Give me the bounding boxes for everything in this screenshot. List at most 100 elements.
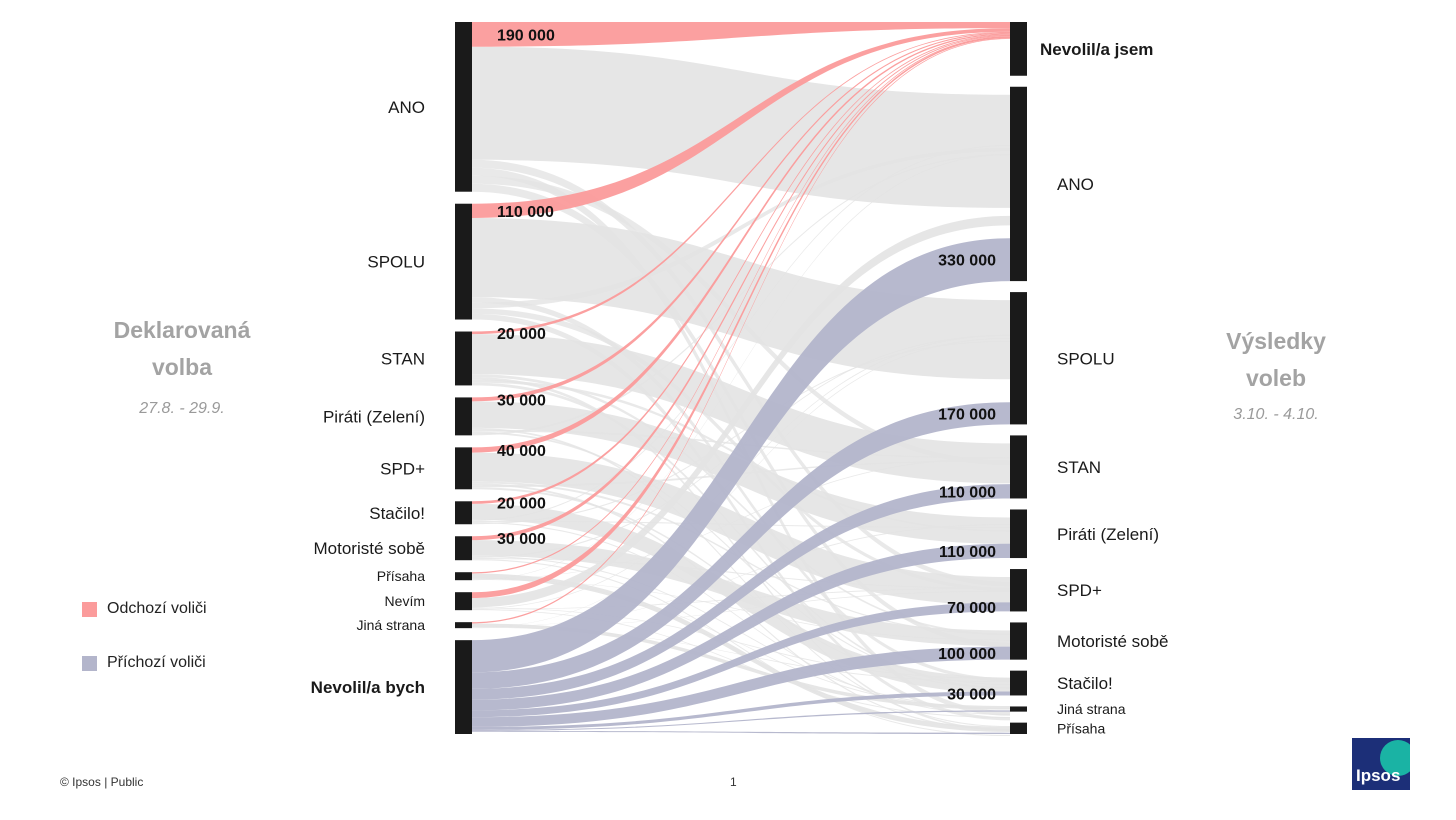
neutral-strand-jina-strana: [472, 524, 1010, 628]
left-label-jina-strana: Jiná strana: [357, 617, 426, 633]
right-label-pirati-zeleni: Piráti (Zelení): [1057, 525, 1159, 544]
neutral-strand-pirati-zeleni: [472, 154, 1010, 436]
outgoing-flow-prisaha: [472, 36, 1010, 574]
right-title-line1: Výsledky: [1226, 328, 1326, 354]
neutral-strand-prisaha: [472, 578, 1010, 710]
right-label-motoriste-sobe: Motoristé sobě: [1057, 632, 1169, 651]
outgoing-label-spolu: 110 000: [497, 204, 554, 221]
incoming-flow-motoriste-sobe: [472, 646, 1010, 727]
incoming-flow-stan: [472, 484, 1010, 700]
incoming-flow-spd: [472, 602, 1010, 718]
neutral-strand-jina-strana: [472, 590, 1010, 629]
left-label-nevim: Nevím: [385, 593, 425, 609]
outgoing-label-pirati-zeleni: 30 000: [497, 392, 546, 409]
outgoing-flow-stan: [472, 31, 1010, 335]
neutral-strand-jina-strana: [472, 627, 1010, 683]
right-label-prisaha: Přísaha: [1057, 720, 1105, 736]
right-label-stan: STAN: [1057, 458, 1101, 477]
left-node-motoriste-sobe: [455, 536, 472, 561]
labels: 190 000 110 000 20 000 30 000 40 000 20 000 30…: [311, 27, 1169, 736]
right-panel-title: Výsledky voleb: [1186, 323, 1366, 397]
neutral-flow-spolu: [472, 218, 1010, 380]
left-node-nevolil-a-bych: [455, 640, 472, 734]
right-node-ano: [1010, 86, 1027, 282]
legend-outgoing: Odchozí voliči: [82, 600, 207, 618]
right-node-spd: [1010, 569, 1027, 612]
incoming-label-spd: 70 000: [947, 600, 996, 617]
right-label-spd: SPD+: [1057, 581, 1102, 600]
left-node-pirati-zeleni: [455, 397, 472, 436]
right-node-motoriste-sobe: [1010, 622, 1027, 660]
left-label-prisaha: Přísaha: [377, 568, 425, 584]
neutral-flow-ano: [472, 46, 1010, 208]
outgoing-label-motoriste-sobe: 30 000: [497, 531, 546, 548]
right-node-spolu: [1010, 292, 1027, 425]
neutral-flow-prisaha: [472, 573, 1010, 732]
left-node-spolu: [455, 203, 472, 320]
outgoing-flow-spolu: [472, 28, 1010, 219]
incoming-label-pirati-zeleni: 110 000: [939, 544, 996, 561]
right-label-spolu: SPOLU: [1057, 349, 1115, 368]
left-label-spd: SPD+: [380, 459, 425, 478]
incoming-flow-ano: [472, 238, 1010, 673]
neutral-flow-jina-strana: [472, 623, 1010, 710]
logo-head-icon: [1380, 740, 1410, 776]
neutral-strand-prisaha: [472, 579, 1010, 641]
right-panel-date: 3.10. - 4.10.: [1233, 406, 1319, 423]
outgoing-flow-motoriste-sobe: [472, 35, 1010, 541]
left-label-stan: STAN: [381, 349, 425, 368]
neutral-strand-spolu: [472, 148, 1010, 309]
right-label-jina-strana: Jiná strana: [1057, 701, 1126, 717]
incoming-label-motoriste-sobe: 100 000: [938, 646, 996, 663]
incoming-flow-pirati-zeleni: [472, 543, 1010, 711]
outgoing-label-ano: 190 000: [497, 27, 555, 44]
nodes: [455, 22, 1027, 734]
left-label-pirati-zeleni: Piráti (Zelení): [323, 407, 425, 426]
incoming-flow-stacilo: [472, 691, 1010, 730]
left-title-line2: volba: [151, 354, 213, 380]
legend-outgoing-label: Odchozí voliči: [107, 600, 207, 617]
neutral-strand-spolu: [472, 297, 1010, 682]
incoming-label-ano: 330 000: [938, 253, 996, 270]
left-panel-date: 27.8. - 29.9.: [139, 400, 225, 417]
outgoing-flow-stacilo: [472, 34, 1010, 504]
incoming-label-stacilo: 30 000: [947, 687, 996, 704]
neutral-strand-motoriste-sobe: [472, 558, 1010, 589]
outgoing-flow-nevim: [472, 36, 1010, 599]
ipsos-logo: Ipsos: [1352, 738, 1410, 790]
outgoing-flows: [472, 22, 1010, 624]
right-node-prisaha: [1010, 722, 1027, 734]
legend-incoming-label: Příchozí voliči: [107, 654, 206, 671]
neutral-strand-ano: [472, 159, 1010, 587]
right-title-line2: voleb: [1245, 365, 1307, 391]
left-node-stacilo: [455, 501, 472, 525]
neutral-strand-stacilo: [472, 340, 1010, 525]
right-node-pirati-zeleni: [1010, 509, 1027, 559]
left-node-stan: [455, 331, 472, 386]
neutral-strand-stacilo: [472, 520, 1010, 529]
left-node-spd: [455, 447, 472, 490]
incoming-flows: [472, 238, 1010, 734]
neutral-strand-stacilo: [472, 522, 1010, 716]
outgoing-flow-pirati-zeleni: [472, 32, 1010, 402]
neutral-strand-prisaha: [472, 457, 1010, 580]
neutral-strand-motoriste-sobe: [472, 559, 1010, 737]
incoming-flow-prisaha: [472, 730, 1010, 734]
neutral-strand-spd: [472, 481, 1010, 635]
legend-outgoing-swatch: [82, 601, 97, 617]
left-node-nevim: [455, 592, 472, 611]
neutral-strand-pirati-zeleni: [472, 427, 1010, 728]
incoming-flow-jina-strana: [472, 710, 1010, 731]
outgoing-flow-jina-strana: [472, 38, 1010, 624]
left-label-stacilo: Stačilo!: [369, 504, 425, 523]
legend-incoming-swatch: [82, 655, 97, 671]
neutral-strand-jina-strana: [472, 337, 1010, 628]
neutral-strand-spd: [472, 483, 1010, 731]
right-node-nevolil-a-jsem: [1010, 22, 1027, 76]
right-node-stan: [1010, 435, 1027, 499]
right-label-nevolil-a-jsem: Nevolil/a jsem: [1040, 40, 1153, 59]
left-node-ano: [455, 22, 472, 192]
right-node-stacilo: [1010, 670, 1027, 696]
left-title-line1: Deklarovaná: [113, 317, 251, 343]
